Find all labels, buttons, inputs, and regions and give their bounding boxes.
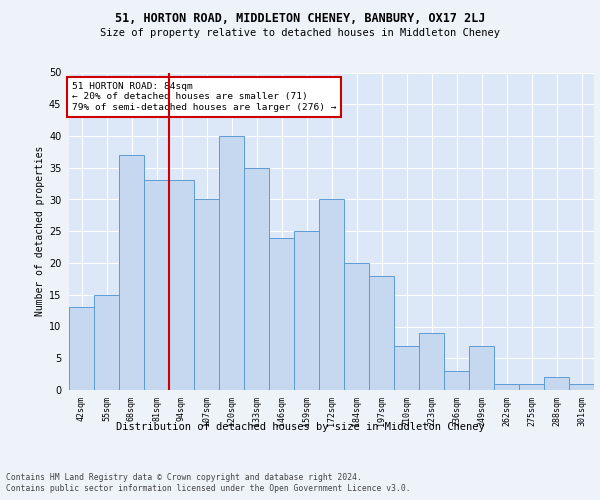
Y-axis label: Number of detached properties: Number of detached properties (35, 146, 44, 316)
Bar (569, 384, 594, 390)
Bar (419, 333, 444, 390)
Bar (494, 384, 519, 390)
Bar (469, 346, 494, 390)
Bar (219, 136, 244, 390)
Bar (94, 294, 119, 390)
Bar (444, 371, 469, 390)
Bar (369, 276, 394, 390)
Bar (269, 238, 294, 390)
Text: Size of property relative to detached houses in Middleton Cheney: Size of property relative to detached ho… (100, 28, 500, 38)
Bar (119, 155, 144, 390)
Text: Distribution of detached houses by size in Middleton Cheney: Distribution of detached houses by size … (116, 422, 484, 432)
Bar (169, 180, 194, 390)
Bar (344, 263, 369, 390)
Text: 51, HORTON ROAD, MIDDLETON CHENEY, BANBURY, OX17 2LJ: 51, HORTON ROAD, MIDDLETON CHENEY, BANBU… (115, 12, 485, 26)
Bar (519, 384, 544, 390)
Bar (394, 346, 419, 390)
Bar (194, 200, 219, 390)
Bar (294, 231, 319, 390)
Bar (244, 168, 269, 390)
Text: Contains HM Land Registry data © Crown copyright and database right 2024.: Contains HM Land Registry data © Crown c… (6, 472, 362, 482)
Bar (544, 378, 569, 390)
Bar (319, 200, 344, 390)
Text: Contains public sector information licensed under the Open Government Licence v3: Contains public sector information licen… (6, 484, 410, 493)
Bar (69, 308, 94, 390)
Bar (144, 180, 169, 390)
Text: 51 HORTON ROAD: 84sqm
← 20% of detached houses are smaller (71)
79% of semi-deta: 51 HORTON ROAD: 84sqm ← 20% of detached … (71, 82, 336, 112)
